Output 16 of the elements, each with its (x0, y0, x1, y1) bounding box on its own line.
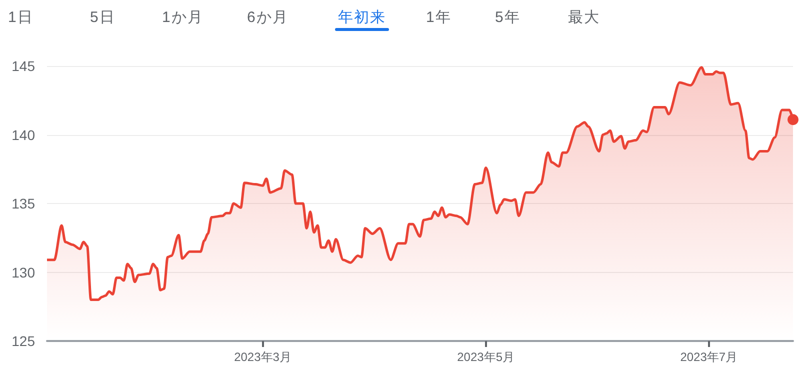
y-tick-label: 130 (12, 264, 36, 280)
x-tick-label: 2023年3月 (234, 350, 292, 364)
text: 5日 (90, 8, 116, 27)
y-tick-label: 145 (12, 58, 36, 74)
text: 5年 (495, 8, 520, 27)
text: 最大 (568, 8, 600, 27)
text: 6か月 (247, 8, 288, 27)
text: 1年 (426, 8, 452, 27)
y-tick-label: 135 (12, 196, 36, 212)
y-tick-label: 125 (12, 333, 36, 349)
text: 年初来 (338, 8, 386, 27)
text: 1か月 (162, 8, 204, 27)
text: 1日 (8, 8, 34, 27)
x-tick-label: 2023年5月 (457, 350, 515, 364)
y-tick-label: 140 (12, 126, 36, 143)
x-tick-label: 2023年7月 (680, 350, 738, 364)
